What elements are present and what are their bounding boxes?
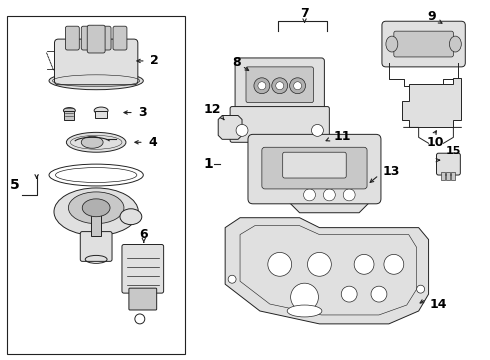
Circle shape <box>354 255 374 274</box>
Ellipse shape <box>120 209 142 225</box>
Text: 11: 11 <box>334 130 351 143</box>
Text: 10: 10 <box>427 136 444 149</box>
FancyBboxPatch shape <box>122 244 164 293</box>
Ellipse shape <box>49 72 143 90</box>
FancyBboxPatch shape <box>248 134 381 204</box>
FancyBboxPatch shape <box>81 26 95 50</box>
FancyBboxPatch shape <box>54 39 138 85</box>
FancyBboxPatch shape <box>65 26 79 50</box>
Circle shape <box>291 283 318 311</box>
FancyBboxPatch shape <box>113 26 127 50</box>
Text: 15: 15 <box>446 146 461 156</box>
Circle shape <box>343 189 355 201</box>
Ellipse shape <box>69 192 124 224</box>
Bar <box>91 208 101 235</box>
FancyBboxPatch shape <box>80 231 112 261</box>
Polygon shape <box>225 218 429 324</box>
FancyBboxPatch shape <box>382 21 466 67</box>
Ellipse shape <box>54 188 138 235</box>
Circle shape <box>294 82 301 90</box>
Circle shape <box>323 189 335 201</box>
FancyBboxPatch shape <box>230 107 329 142</box>
Text: 5: 5 <box>10 178 20 192</box>
Circle shape <box>228 275 236 283</box>
Bar <box>95 111 107 118</box>
Circle shape <box>384 255 404 274</box>
Text: 1: 1 <box>203 157 213 171</box>
Ellipse shape <box>63 108 75 113</box>
Text: 12: 12 <box>203 103 221 116</box>
Bar <box>441 172 445 180</box>
Bar <box>7 16 185 354</box>
Ellipse shape <box>449 36 461 52</box>
Ellipse shape <box>66 132 126 152</box>
Text: 13: 13 <box>382 165 399 177</box>
Circle shape <box>341 286 357 302</box>
Polygon shape <box>260 140 299 163</box>
Polygon shape <box>402 78 461 127</box>
Text: 14: 14 <box>430 297 447 311</box>
Circle shape <box>272 78 288 94</box>
Circle shape <box>416 285 425 293</box>
Circle shape <box>303 189 316 201</box>
Polygon shape <box>218 116 242 139</box>
Text: 4: 4 <box>148 136 157 149</box>
Circle shape <box>290 78 306 94</box>
Text: 3: 3 <box>139 106 147 119</box>
Circle shape <box>308 252 331 276</box>
Bar <box>64 111 74 121</box>
Ellipse shape <box>82 199 110 217</box>
Circle shape <box>254 78 270 94</box>
FancyBboxPatch shape <box>246 67 314 103</box>
FancyBboxPatch shape <box>97 26 111 50</box>
Text: 9: 9 <box>427 10 436 23</box>
Text: 6: 6 <box>140 228 148 241</box>
FancyBboxPatch shape <box>437 153 460 175</box>
Polygon shape <box>290 177 369 213</box>
Text: 8: 8 <box>233 57 242 69</box>
FancyBboxPatch shape <box>235 58 324 113</box>
FancyBboxPatch shape <box>87 25 105 53</box>
FancyBboxPatch shape <box>394 31 453 57</box>
Text: 2: 2 <box>150 54 159 67</box>
Circle shape <box>236 125 248 136</box>
Ellipse shape <box>287 305 322 317</box>
Circle shape <box>258 82 266 90</box>
Bar <box>451 172 455 180</box>
Circle shape <box>268 252 292 276</box>
FancyBboxPatch shape <box>262 147 367 189</box>
FancyBboxPatch shape <box>129 288 157 310</box>
Ellipse shape <box>386 36 398 52</box>
Text: 7: 7 <box>300 7 309 20</box>
Bar <box>446 172 450 180</box>
Ellipse shape <box>94 107 108 114</box>
Circle shape <box>312 125 323 136</box>
Circle shape <box>371 286 387 302</box>
Circle shape <box>276 82 284 90</box>
FancyBboxPatch shape <box>283 152 346 178</box>
Ellipse shape <box>81 136 103 148</box>
